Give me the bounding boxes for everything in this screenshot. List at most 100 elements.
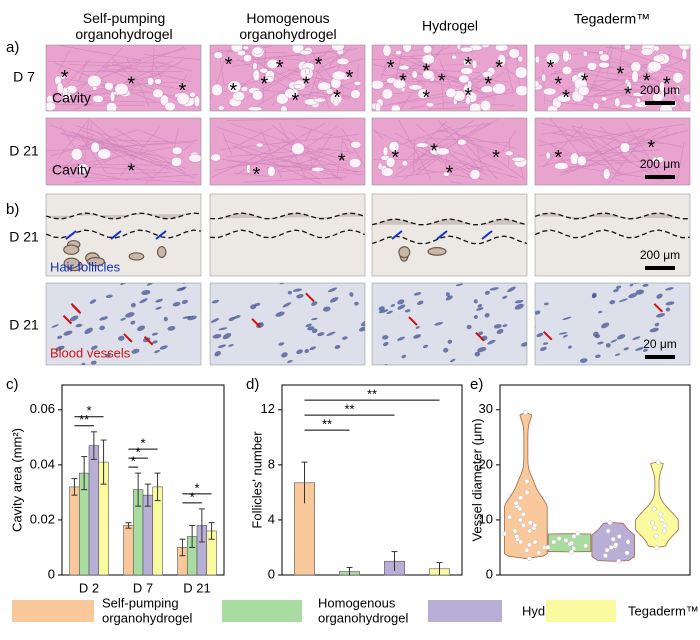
nucleus (254, 302, 261, 307)
fiber (538, 123, 686, 146)
nucleus (408, 365, 418, 369)
nucleus (305, 323, 312, 328)
nucleus (55, 345, 65, 351)
hair-follicle (86, 256, 105, 267)
scale-bar-label: 200 μm (640, 248, 680, 262)
nucleus (155, 306, 162, 310)
nucleus (378, 306, 385, 311)
cavity-marker: * (547, 57, 555, 79)
cavity-blob (467, 80, 473, 89)
cavity-blob (577, 155, 587, 166)
data-point (575, 531, 581, 537)
cavity-blob (386, 156, 396, 168)
cavity-blob (556, 94, 571, 103)
cavity-blob (542, 87, 557, 96)
fiber (549, 118, 579, 152)
data-point (654, 545, 660, 550)
cavity-blob (210, 153, 221, 162)
data-point (658, 511, 664, 517)
cavity-blob (675, 85, 681, 97)
nucleus (304, 348, 309, 354)
fiber (271, 57, 302, 61)
tissue (46, 283, 201, 365)
nucleus (349, 292, 354, 297)
cavity-blob (87, 75, 102, 88)
nucleus (218, 327, 228, 331)
fiber (46, 142, 193, 152)
cavity-blob (451, 54, 457, 60)
nucleus (397, 304, 406, 310)
fiber (592, 91, 633, 106)
fiber (295, 124, 360, 144)
tile-border (209, 117, 366, 186)
nucleus (296, 294, 304, 299)
cavity-blob (46, 101, 56, 111)
data-point (556, 536, 562, 542)
cavity-blob (401, 160, 408, 167)
legend-swatch (546, 600, 616, 622)
cavity-marker: * (338, 150, 346, 172)
cavity-blob (511, 156, 526, 162)
nucleus (326, 331, 336, 336)
nucleus (334, 344, 341, 350)
cavity-blob (114, 83, 129, 96)
legend-label: Homogenous organohydrogel (318, 596, 408, 626)
fiber (676, 142, 685, 184)
micrograph (210, 45, 365, 111)
nucleus (57, 335, 63, 339)
fiber (380, 73, 461, 88)
fiber (60, 132, 175, 161)
fiber (558, 128, 623, 166)
micrograph (535, 283, 690, 365)
bar (88, 445, 100, 576)
column-header: Hydrogel (422, 18, 478, 34)
fiber (538, 130, 688, 168)
significance-label: ** (344, 402, 354, 417)
nucleus (484, 290, 490, 295)
cavity-blob (382, 45, 392, 57)
fiber (84, 72, 165, 94)
fiber (59, 132, 144, 161)
cavity-marker: * (315, 54, 323, 76)
panel-label: c) (6, 376, 19, 393)
scale-bar (645, 101, 675, 105)
tissue (210, 194, 365, 276)
fiber (607, 128, 651, 185)
row-label: D 21 (9, 317, 39, 333)
cavity-blob (614, 97, 621, 107)
fiber (391, 45, 451, 77)
nucleus (610, 339, 618, 343)
data-point (527, 520, 533, 526)
cavity-blob (188, 154, 201, 163)
cavity-blob (398, 64, 410, 71)
cavity-blob (92, 95, 104, 103)
nucleus (434, 321, 444, 326)
nucleus (413, 292, 422, 296)
cavity-blob (317, 81, 331, 91)
cavity-blob (598, 50, 604, 55)
nucleus (520, 342, 527, 347)
fiber (439, 122, 491, 132)
fiber (438, 129, 517, 149)
nucleus (141, 290, 151, 296)
cavity-blob (227, 80, 242, 93)
tile-annotation: Hair follicles (50, 259, 121, 274)
cavity-blob (515, 85, 527, 97)
cavity-marker: * (554, 74, 562, 96)
cavity-blob (313, 97, 326, 103)
cavity-marker: * (581, 70, 589, 92)
nucleus (654, 322, 660, 327)
data-point (616, 558, 622, 564)
fiber (75, 125, 144, 147)
nucleus (656, 313, 666, 318)
significance-label: ** (367, 387, 377, 402)
fiber (57, 118, 90, 160)
significance-label: * (136, 445, 141, 460)
cavity-blob (172, 146, 183, 155)
nucleus (322, 306, 331, 312)
cavity-blob (547, 105, 558, 111)
fiber (47, 61, 164, 64)
fiber (560, 155, 628, 174)
fiber (105, 139, 175, 143)
